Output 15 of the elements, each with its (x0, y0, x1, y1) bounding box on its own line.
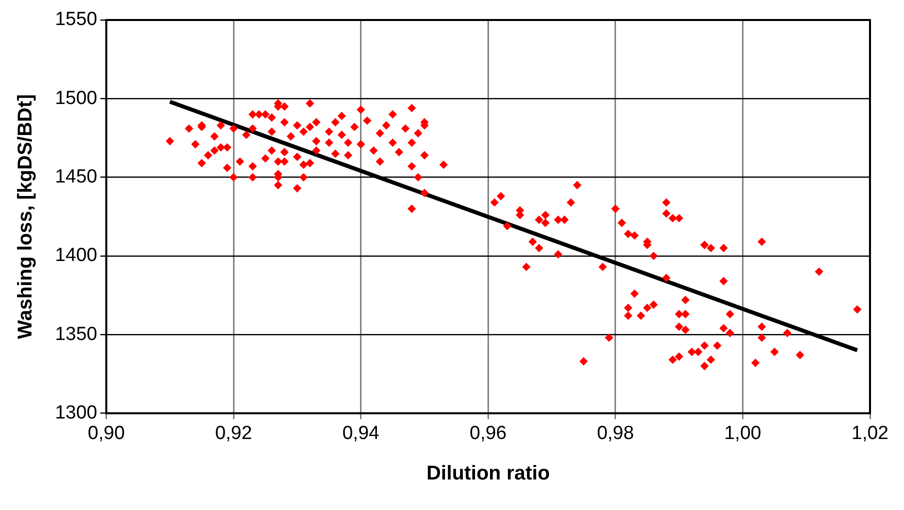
x-tick-label: 0,94 (342, 422, 380, 444)
y-tick-label: 1550 (54, 9, 98, 30)
x-axis-title: Dilution ratio (426, 462, 550, 485)
x-tick-label: 1,02 (852, 422, 888, 444)
y-tick-label: 1500 (54, 88, 98, 109)
y-tick-label: 1350 (54, 324, 98, 345)
y-tick-label: 1400 (54, 245, 98, 266)
y-axis-title: Washing loss, [kgDS/BDt] (14, 94, 37, 340)
x-tick-label: 0,96 (470, 422, 507, 444)
x-tick-label: 0,90 (88, 422, 125, 444)
x-tick-label: 1,00 (724, 422, 762, 444)
x-tick-label: 0,98 (596, 422, 634, 444)
x-tick-label: 0,92 (215, 422, 252, 444)
y-tick-label: 1450 (54, 166, 98, 188)
y-tick-label: 1300 (54, 402, 98, 424)
